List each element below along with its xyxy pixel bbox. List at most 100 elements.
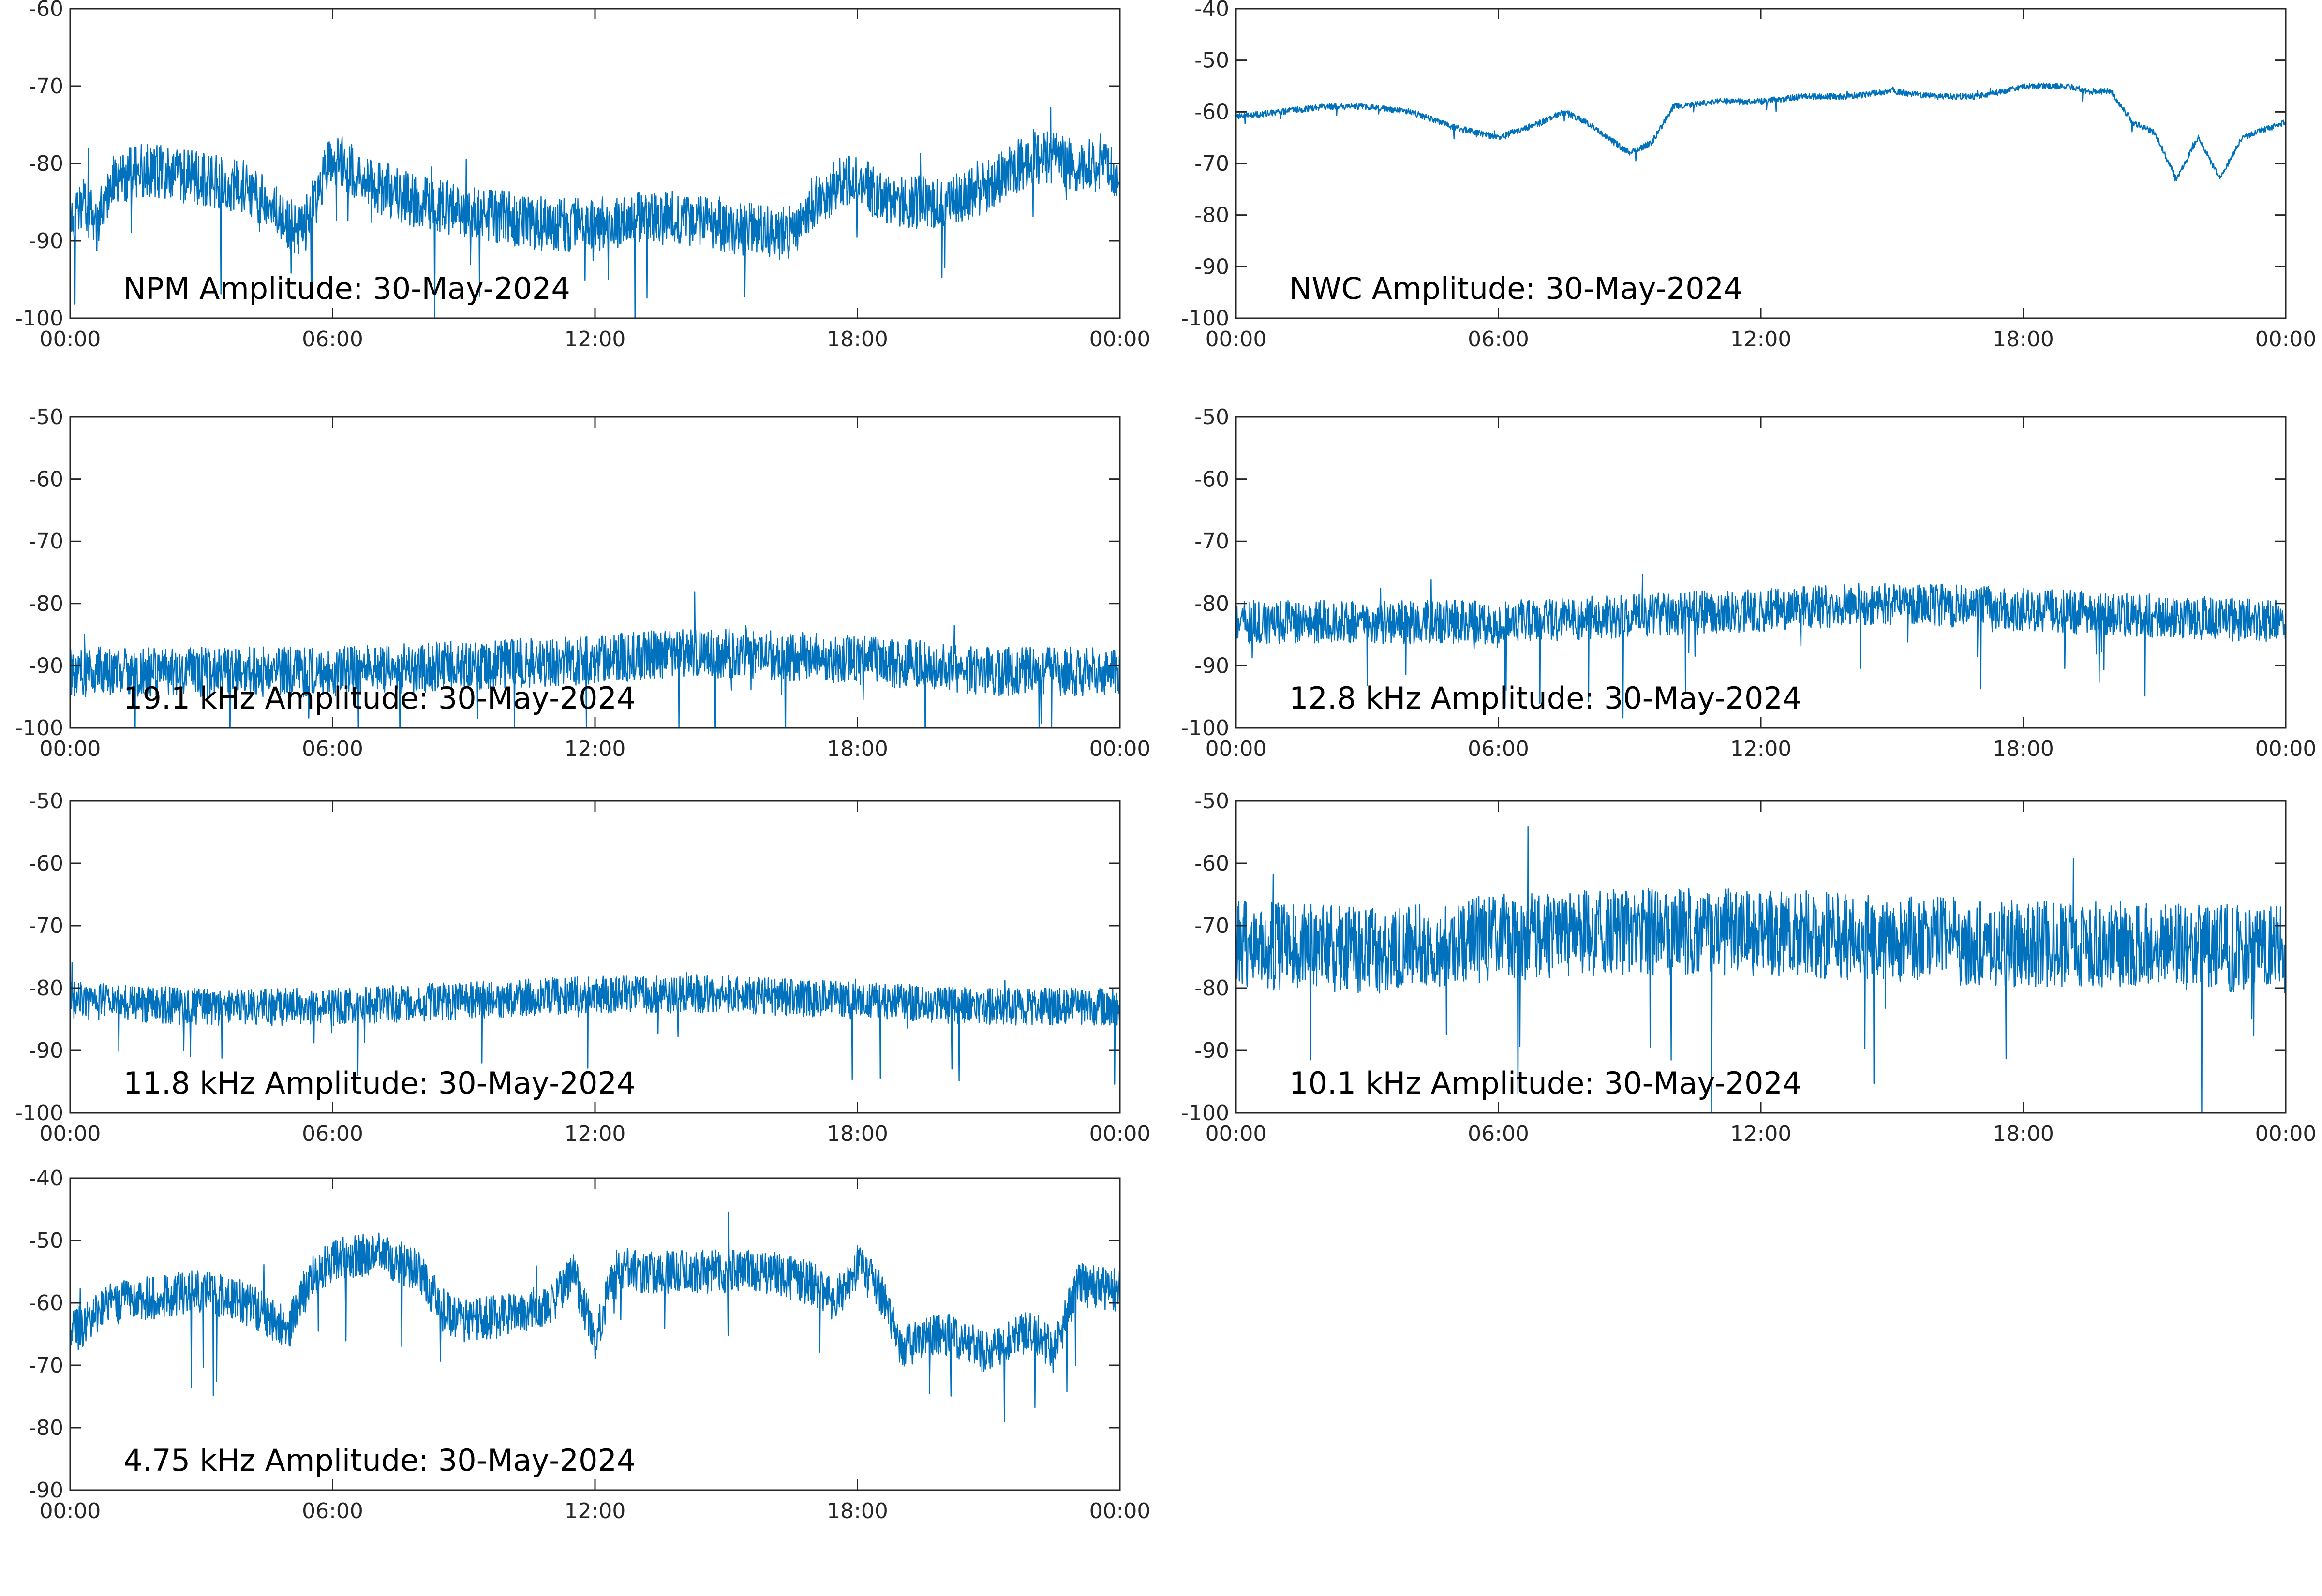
x-tick-label: 00:00 (1206, 327, 1267, 352)
y-tick-label: -90 (29, 653, 63, 678)
y-tick-label: -90 (1194, 254, 1229, 279)
x-tick-label: 00:00 (1206, 1122, 1267, 1146)
y-tick-label: -70 (29, 914, 63, 938)
x-tick-label: 18:00 (827, 1499, 888, 1523)
x-tick-label: 06:00 (1468, 327, 1529, 352)
x-tick-label: 00:00 (2255, 737, 2317, 761)
y-tick-label: -60 (29, 0, 63, 21)
y-tick-label: -60 (29, 1291, 63, 1315)
chart-title: NWC Amplitude: 30-May-2024 (1289, 271, 1743, 306)
y-tick-label: -80 (29, 591, 63, 616)
y-tick-label: -80 (29, 976, 63, 1001)
y-tick-label: -80 (1194, 976, 1229, 1001)
x-tick-label: 18:00 (1993, 1122, 2054, 1146)
series-line (70, 591, 1120, 728)
x-tick-label: 00:00 (1089, 1499, 1151, 1523)
x-tick-label: 06:00 (302, 1499, 363, 1523)
y-tick-label: -50 (1194, 405, 1229, 429)
y-tick-label: -90 (29, 1038, 63, 1063)
series-line (1236, 573, 2286, 719)
x-tick-label: 12:00 (1730, 1122, 1792, 1146)
x-tick-label: 06:00 (302, 327, 363, 352)
y-tick-label: -80 (1194, 203, 1229, 228)
series-line (70, 961, 1120, 1085)
y-tick-label: -40 (29, 1166, 63, 1191)
x-tick-label: 00:00 (1206, 737, 1267, 761)
y-tick-label: -50 (29, 1228, 63, 1253)
x-tick-label: 06:00 (302, 737, 363, 761)
y-tick-label: -50 (29, 405, 63, 429)
chart-title: 12.8 kHz Amplitude: 30-May-2024 (1289, 680, 1801, 716)
chart-title: 4.75 kHz Amplitude: 30-May-2024 (123, 1443, 636, 1478)
series-line (1236, 826, 2286, 1113)
series-line (70, 1211, 1120, 1422)
chart-title: 11.8 kHz Amplitude: 30-May-2024 (123, 1065, 636, 1101)
y-tick-label: -100 (15, 306, 63, 331)
x-tick-label: 12:00 (1730, 327, 1792, 352)
y-tick-label: -80 (29, 151, 63, 176)
x-tick-label: 00:00 (1089, 737, 1151, 761)
y-tick-label: -100 (1181, 1101, 1229, 1125)
y-tick-label: -50 (1194, 789, 1229, 813)
y-tick-label: -70 (1194, 151, 1229, 176)
x-tick-label: 18:00 (1993, 737, 2054, 761)
x-tick-label: 12:00 (1730, 737, 1792, 761)
x-tick-label: 06:00 (1468, 1122, 1529, 1146)
y-tick-label: -100 (1181, 306, 1229, 331)
y-tick-label: -70 (29, 74, 63, 99)
y-tick-label: -80 (29, 1416, 63, 1440)
y-tick-label: -90 (29, 1478, 63, 1503)
series-line (1236, 82, 2286, 182)
y-tick-label: -50 (1194, 48, 1229, 73)
y-tick-label: -90 (1194, 1038, 1229, 1063)
x-tick-label: 12:00 (565, 1499, 626, 1523)
y-tick-label: -100 (15, 1101, 63, 1125)
x-tick-label: 00:00 (40, 1122, 101, 1146)
chart-title: 10.1 kHz Amplitude: 30-May-2024 (1289, 1065, 1801, 1101)
chart-title: NPM Amplitude: 30-May-2024 (123, 271, 570, 306)
x-tick-label: 18:00 (1993, 327, 2054, 352)
series-line (70, 107, 1120, 318)
x-tick-label: 18:00 (827, 1122, 888, 1146)
y-tick-label: -60 (1194, 851, 1229, 876)
y-tick-label: -80 (1194, 591, 1229, 616)
chart-title: 19.1 kHz Amplitude: 30-May-2024 (123, 680, 636, 716)
x-tick-label: 18:00 (827, 737, 888, 761)
x-tick-label: 00:00 (2255, 1122, 2317, 1146)
y-tick-label: -70 (1194, 529, 1229, 554)
x-tick-label: 00:00 (40, 737, 101, 761)
y-tick-label: -90 (29, 229, 63, 253)
y-tick-label: -70 (29, 529, 63, 554)
x-tick-label: 00:00 (2255, 327, 2317, 352)
y-tick-label: -50 (29, 789, 63, 813)
y-tick-label: -100 (15, 716, 63, 740)
x-tick-label: 00:00 (1089, 1122, 1151, 1146)
y-tick-label: -60 (1194, 100, 1229, 124)
x-tick-label: 18:00 (827, 327, 888, 352)
x-tick-label: 12:00 (565, 737, 626, 761)
y-tick-label: -100 (1181, 716, 1229, 740)
x-tick-label: 00:00 (1089, 327, 1151, 352)
y-tick-label: -90 (1194, 653, 1229, 678)
x-tick-label: 06:00 (302, 1122, 363, 1146)
y-tick-label: -70 (29, 1353, 63, 1378)
y-tick-label: -70 (1194, 914, 1229, 938)
x-tick-label: 12:00 (565, 1122, 626, 1146)
x-tick-label: 06:00 (1468, 737, 1529, 761)
y-tick-label: -60 (29, 851, 63, 876)
x-tick-label: 00:00 (40, 327, 101, 352)
x-tick-label: 00:00 (40, 1499, 101, 1523)
y-tick-label: -60 (29, 467, 63, 492)
y-tick-label: -40 (1194, 0, 1229, 21)
y-tick-label: -60 (1194, 467, 1229, 492)
